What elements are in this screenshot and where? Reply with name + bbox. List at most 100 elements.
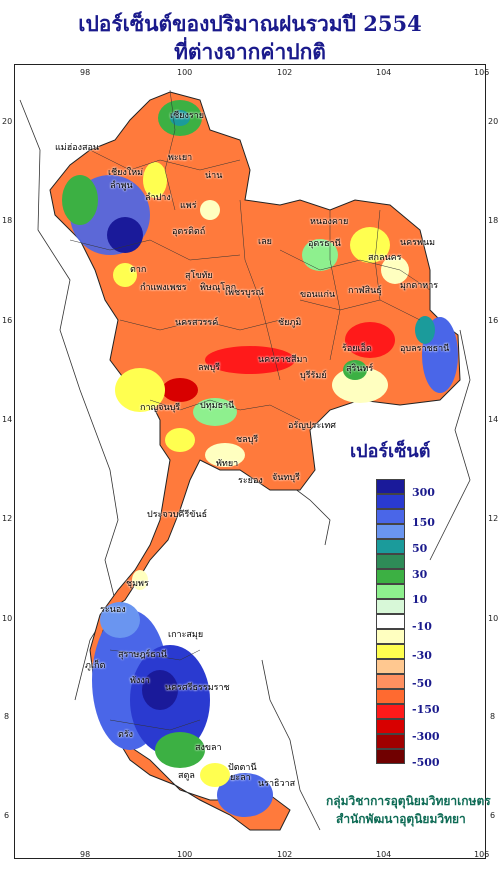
legend-label: -50 <box>412 677 432 690</box>
legend-swatch <box>376 554 405 569</box>
province-label: หนองคาย <box>310 217 349 227</box>
legend-swatch <box>376 629 405 644</box>
legend-swatch <box>376 749 405 764</box>
lat-tick-left-18: 18 <box>2 216 13 225</box>
legend-swatch <box>376 704 405 719</box>
province-label: นครราชสีมา <box>258 355 308 365</box>
legend-title: เปอร์เซ็นต์ <box>350 441 431 462</box>
province-label: ภูเก็ต <box>85 661 106 671</box>
legend-swatch <box>376 524 405 539</box>
lon-tick-bottom-102: 102 <box>277 850 293 859</box>
map-title-line1: เปอร์เซ็นต์ของปริมาณฝนรวมปี 2554 <box>78 11 422 36</box>
lon-tick-top-106: 106 <box>474 68 490 77</box>
province-label: พัทยา <box>216 459 239 469</box>
province-label: อรัญประเทศ <box>288 421 337 431</box>
province-label: อุดรธานี <box>308 239 341 249</box>
lon-tick-top-100: 100 <box>177 68 193 77</box>
province-label: ปทุมธานี <box>200 401 235 411</box>
lat-tick-right-16: 16 <box>488 316 499 325</box>
legend-label: 150 <box>412 516 435 529</box>
province-label: ขอนแก่น <box>300 290 336 300</box>
province-label: นครสวรรค์ <box>175 318 219 328</box>
legend-swatch <box>376 659 405 674</box>
province-label: อุตรดิตถ์ <box>172 227 206 237</box>
legend-label: -150 <box>412 703 440 716</box>
lat-tick-left-20: 20 <box>2 117 13 126</box>
legend-label: -30 <box>412 649 432 662</box>
province-label: เชียงราย <box>170 111 205 121</box>
province-label: เชียงใหม่ <box>108 168 144 178</box>
lon-tick-bottom-104: 104 <box>376 850 392 859</box>
province-label: มุกดาหาร <box>400 281 439 291</box>
province-label: นครพนม <box>400 238 436 248</box>
lat-tick-left-16: 16 <box>2 316 13 325</box>
legend-label: -10 <box>412 620 432 633</box>
lon-tick-top-102: 102 <box>277 68 293 77</box>
province-label: อุบลราชธานี <box>400 344 450 354</box>
province-label: ปัตตานี <box>228 763 257 773</box>
legend-label: 50 <box>412 542 428 555</box>
legend-swatch <box>376 494 405 509</box>
province-label: น่าน <box>205 171 223 181</box>
province-label: นครศรีธรรมราช <box>165 683 230 693</box>
lon-tick-bottom-106: 106 <box>474 850 490 859</box>
province-label: สกลนคร <box>368 253 402 263</box>
province-label: ตรัง <box>118 730 134 740</box>
province-label: สุราษฎร์ธานี <box>118 650 167 660</box>
province-label: ประจวบคีรีขันธ์ <box>147 510 208 520</box>
legend-label: 30 <box>412 568 428 581</box>
legend-swatch <box>376 599 405 614</box>
lon-tick-top-98: 98 <box>80 68 91 77</box>
province-label: จันทบุรี <box>272 473 300 483</box>
province-label: พะเยา <box>168 153 193 163</box>
province-label: ลำปาง <box>145 193 171 203</box>
legend-swatch <box>376 479 405 494</box>
credit-line1: กลุ่มวิชาการอุตุนิยมวิทยาเกษตร <box>326 794 491 808</box>
legend-swatch <box>376 614 405 629</box>
province-label: ชุมพร <box>126 579 149 589</box>
province-label: สตูล <box>178 771 195 781</box>
province-label: ลพบุรี <box>198 363 220 373</box>
province-label: แพร่ <box>180 201 197 211</box>
province-label: บุรีรัมย์ <box>300 371 327 381</box>
province-label: ระนอง <box>100 605 126 615</box>
province-label: ยะลา <box>230 773 251 783</box>
lat-tick-left-12: 12 <box>2 514 13 523</box>
province-label: ระยอง <box>238 476 263 486</box>
lat-tick-right-20: 20 <box>488 117 499 126</box>
province-label: เกาะสมุย <box>168 630 204 640</box>
province-label: นราธิวาส <box>258 779 296 789</box>
lat-tick-left-6: 6 <box>4 811 10 820</box>
province-boundaries <box>69 89 431 731</box>
legend-swatch <box>376 539 405 554</box>
legend-swatch <box>376 719 405 734</box>
lon-tick-top-104: 104 <box>376 68 392 77</box>
legend-label: 300 <box>412 486 435 499</box>
province-label: แม่ฮ่องสอน <box>55 143 100 153</box>
lon-tick-bottom-100: 100 <box>177 850 193 859</box>
province-label: ร้อยเอ็ด <box>342 344 372 354</box>
legend-label: 10 <box>412 593 428 606</box>
lat-tick-right-6: 6 <box>490 811 496 820</box>
legend-swatch <box>376 689 405 704</box>
province-label: ชัยภูมิ <box>278 318 302 328</box>
lon-tick-bottom-98: 98 <box>80 850 91 859</box>
map-title-line2: ที่ต่างจากค่าปกติ <box>174 39 326 64</box>
province-label: ชลบุรี <box>236 435 259 445</box>
lat-tick-right-10: 10 <box>488 614 499 623</box>
lat-tick-left-14: 14 <box>2 415 13 424</box>
lat-tick-left-8: 8 <box>4 712 10 721</box>
province-label: พิษณุโลก <box>200 283 237 293</box>
province-label: เพชรบูรณ์ <box>225 288 264 298</box>
legend-swatch <box>376 509 405 524</box>
lat-tick-left-10: 10 <box>2 614 13 623</box>
province-label: เลย <box>258 237 272 247</box>
anomaly-fields <box>62 100 458 817</box>
province-label: กำแพงเพชร <box>140 283 187 293</box>
province-label: สุโขทัย <box>185 271 213 281</box>
province-label: สงขลา <box>195 743 222 753</box>
legend-label: -300 <box>412 730 440 743</box>
province-label: ตาก <box>130 265 147 275</box>
lat-tick-right-18: 18 <box>488 216 499 225</box>
